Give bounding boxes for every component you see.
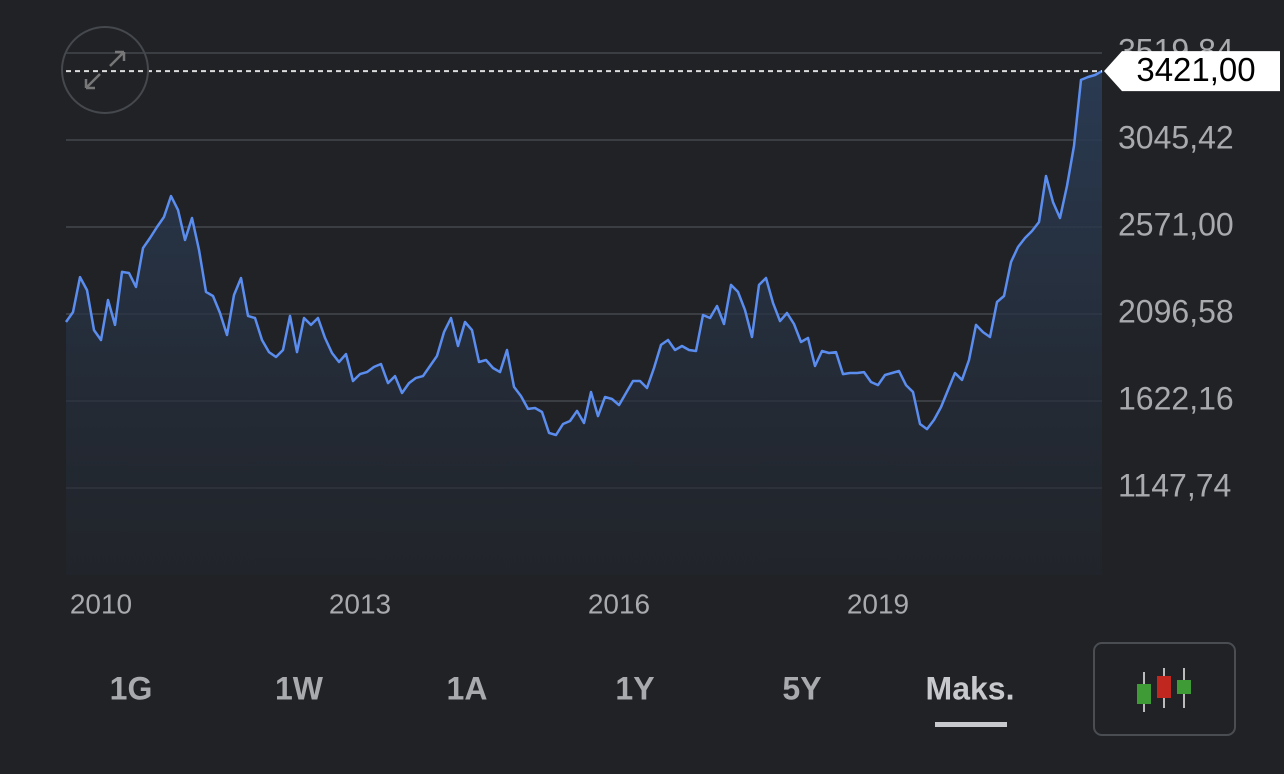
y-tick-label: 1147,74 — [1118, 467, 1231, 503]
expand-icon[interactable] — [84, 50, 126, 90]
chart-type-frame[interactable] — [1093, 642, 1236, 736]
expand-circle[interactable] — [61, 26, 149, 114]
x-tick-label: 2013 — [329, 588, 391, 619]
range-button[interactable]: 1G — [110, 670, 153, 706]
y-tick-label: 2571,00 — [1118, 206, 1234, 242]
range-buttons: 1G 1W 1A 1Y 5Y Maks. — [110, 670, 1015, 727]
range-button[interactable]: 5Y — [782, 670, 821, 706]
range-button[interactable]: 1Y — [615, 670, 654, 706]
y-tick-label: 1622,16 — [1118, 380, 1234, 416]
plot: 1147,741622,162096,582571,003045,423519,… — [64, 32, 1280, 619]
x-tick-label: 2019 — [847, 588, 909, 619]
range-button[interactable]: 1W — [275, 670, 324, 706]
candle-icon — [1177, 680, 1191, 694]
candle-icon — [1157, 676, 1171, 698]
price-line — [64, 70, 1103, 437]
area-fill — [66, 71, 1102, 575]
selected-underline — [935, 722, 1007, 727]
price-tag-label: 3421,00 — [1136, 51, 1255, 88]
price-tag — [1104, 51, 1280, 92]
x-tick-label: 2010 — [70, 588, 132, 619]
range-button[interactable]: 1A — [447, 670, 488, 706]
y-tick-label: 2096,58 — [1118, 293, 1234, 329]
y-tick-label: 3045,42 — [1118, 119, 1234, 155]
x-tick-label: 2016 — [588, 588, 650, 619]
range-button[interactable]: Maks. — [926, 670, 1015, 706]
candle-icon — [1137, 684, 1151, 704]
chart-type-button[interactable] — [1093, 642, 1236, 736]
expand-button[interactable] — [61, 26, 149, 114]
